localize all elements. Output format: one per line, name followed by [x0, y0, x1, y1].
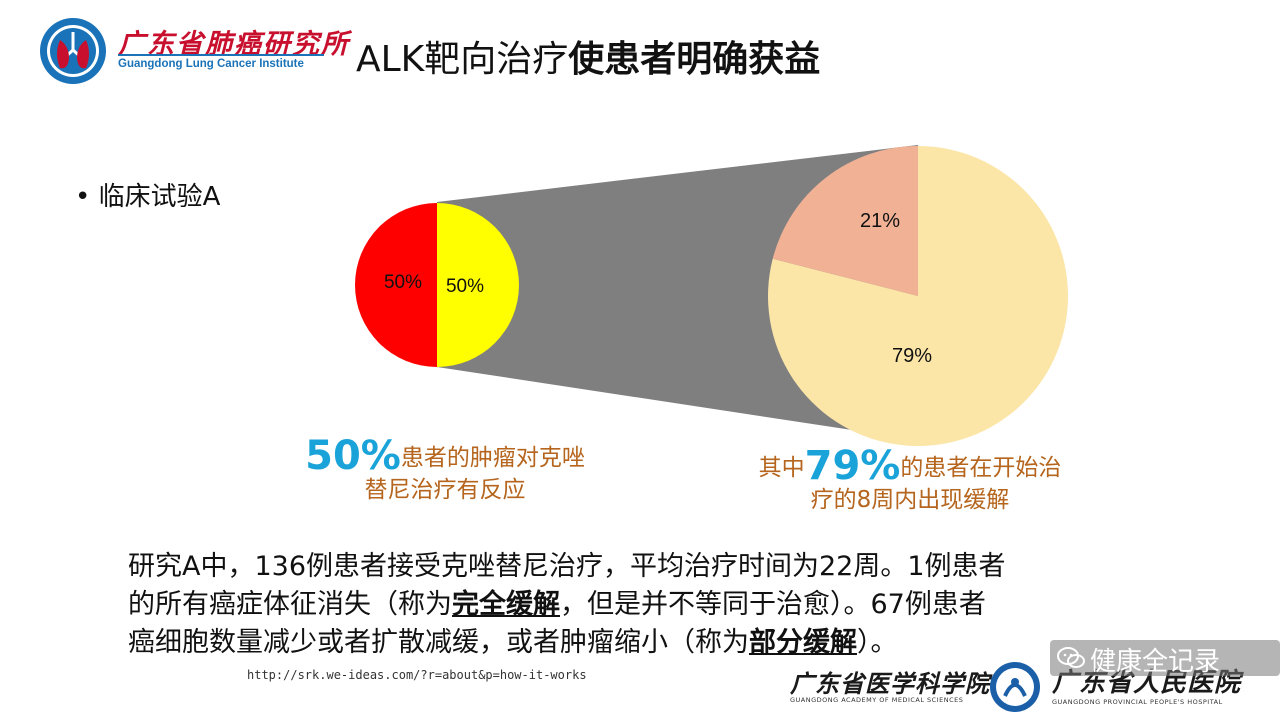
caption-right-text2: 疗的8周内出现缓解: [810, 487, 1010, 513]
wechat-icon: [1057, 647, 1085, 668]
hospital-logo: [990, 662, 1040, 712]
caption-left-text2: 替尼治疗有反应: [364, 477, 526, 503]
term-partial-response: 部分缓解: [749, 627, 857, 658]
title-bold: 使患者明确获益: [568, 39, 821, 80]
hospital-name-en: GUANGDONG PROVINCIAL PEOPLE'S HOSPITAL: [1052, 698, 1223, 706]
body-line-3c: ）。: [857, 627, 898, 658]
source-url: http://srk.we-ideas.com/?r=about&p=how-i…: [247, 668, 587, 682]
wechat-account-name: 健康全记录: [1090, 647, 1221, 677]
pie-slice-label: 21%: [860, 210, 900, 232]
body-line-2a: 的所有癌症体征消失（称为: [128, 589, 452, 620]
institute-name-en: Guangdong Lung Cancer Institute: [118, 58, 304, 70]
caption-left: 50%患者的肿瘤对克唑 替尼治疗有反应: [280, 436, 610, 506]
title-normal: ALK靶向治疗: [356, 39, 569, 80]
wechat-watermark: [1050, 640, 1280, 676]
pie-slice-label: 50%: [446, 276, 484, 297]
academy-name-en: GUANGDONG ACADEMY OF MEDICAL SCIENCES: [790, 696, 964, 704]
bullet-text: 临床试验A: [98, 182, 221, 212]
pie-slice: [772, 146, 918, 296]
caption-left-big: 50%: [305, 433, 401, 479]
pie-slice: [355, 203, 437, 367]
term-complete-response: 完全缓解: [452, 589, 560, 620]
body-line-3a: 癌细胞数量减少或者扩散减缓，或者肿瘤缩小（称为: [128, 627, 749, 658]
pie-chart-trial: 50% 50%: [355, 203, 519, 367]
caption-right-big: 79%: [804, 443, 901, 489]
pie-slice-label: 79%: [892, 345, 932, 367]
caption-left-text1: 患者的肿瘤对克唑: [400, 445, 585, 471]
pie-slice-label: 50%: [384, 272, 422, 293]
body-paragraph: 研究A中，136例患者接受克唑替尼治疗，平均治疗时间为22周。1例患者 的所有癌…: [128, 548, 1168, 662]
caption-right-text1: 的患者在开始治: [900, 455, 1062, 481]
academy-name-cn: 广东省医学科学院: [790, 669, 990, 698]
caption-right: 其中79%的患者在开始治 疗的8周内出现缓解: [720, 446, 1100, 516]
pie-slice: [437, 203, 519, 367]
slide-title: ALK靶向治疗使患者明确获益: [356, 30, 820, 82]
caption-right-pre: 其中: [758, 455, 805, 481]
bullet-item: • 临床试验A: [75, 182, 221, 212]
institute-logo: [40, 18, 106, 84]
body-line-1: 研究A中，136例患者接受克唑替尼治疗，平均治疗时间为22周。1例患者: [128, 551, 1006, 582]
body-line-2c: ，但是并不等同于治愈）。67例患者: [560, 589, 986, 620]
pie-chart-response: 79% 21%: [768, 146, 1068, 446]
institute-divider: [118, 54, 324, 56]
